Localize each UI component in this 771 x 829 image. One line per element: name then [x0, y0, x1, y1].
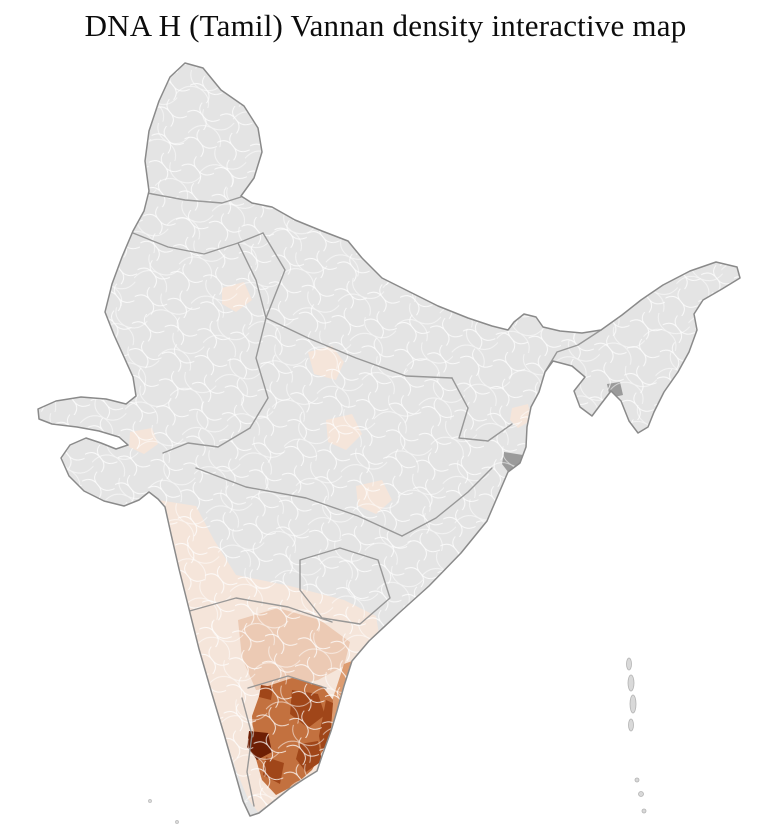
island[interactable] [175, 820, 179, 824]
island[interactable] [641, 808, 647, 814]
island[interactable] [634, 777, 640, 783]
andaman-nicobar-islands[interactable] [626, 657, 647, 814]
india-outline [37, 62, 741, 817]
island[interactable] [638, 791, 644, 797]
lakshadweep-islands[interactable] [148, 799, 179, 824]
island[interactable] [627, 674, 635, 692]
state-borders [132, 192, 602, 807]
page-title: DNA H (Tamil) Vannan density interactive… [84, 8, 687, 43]
island[interactable] [629, 694, 637, 714]
island[interactable] [626, 657, 632, 671]
island[interactable] [628, 718, 634, 732]
island[interactable] [148, 799, 152, 803]
